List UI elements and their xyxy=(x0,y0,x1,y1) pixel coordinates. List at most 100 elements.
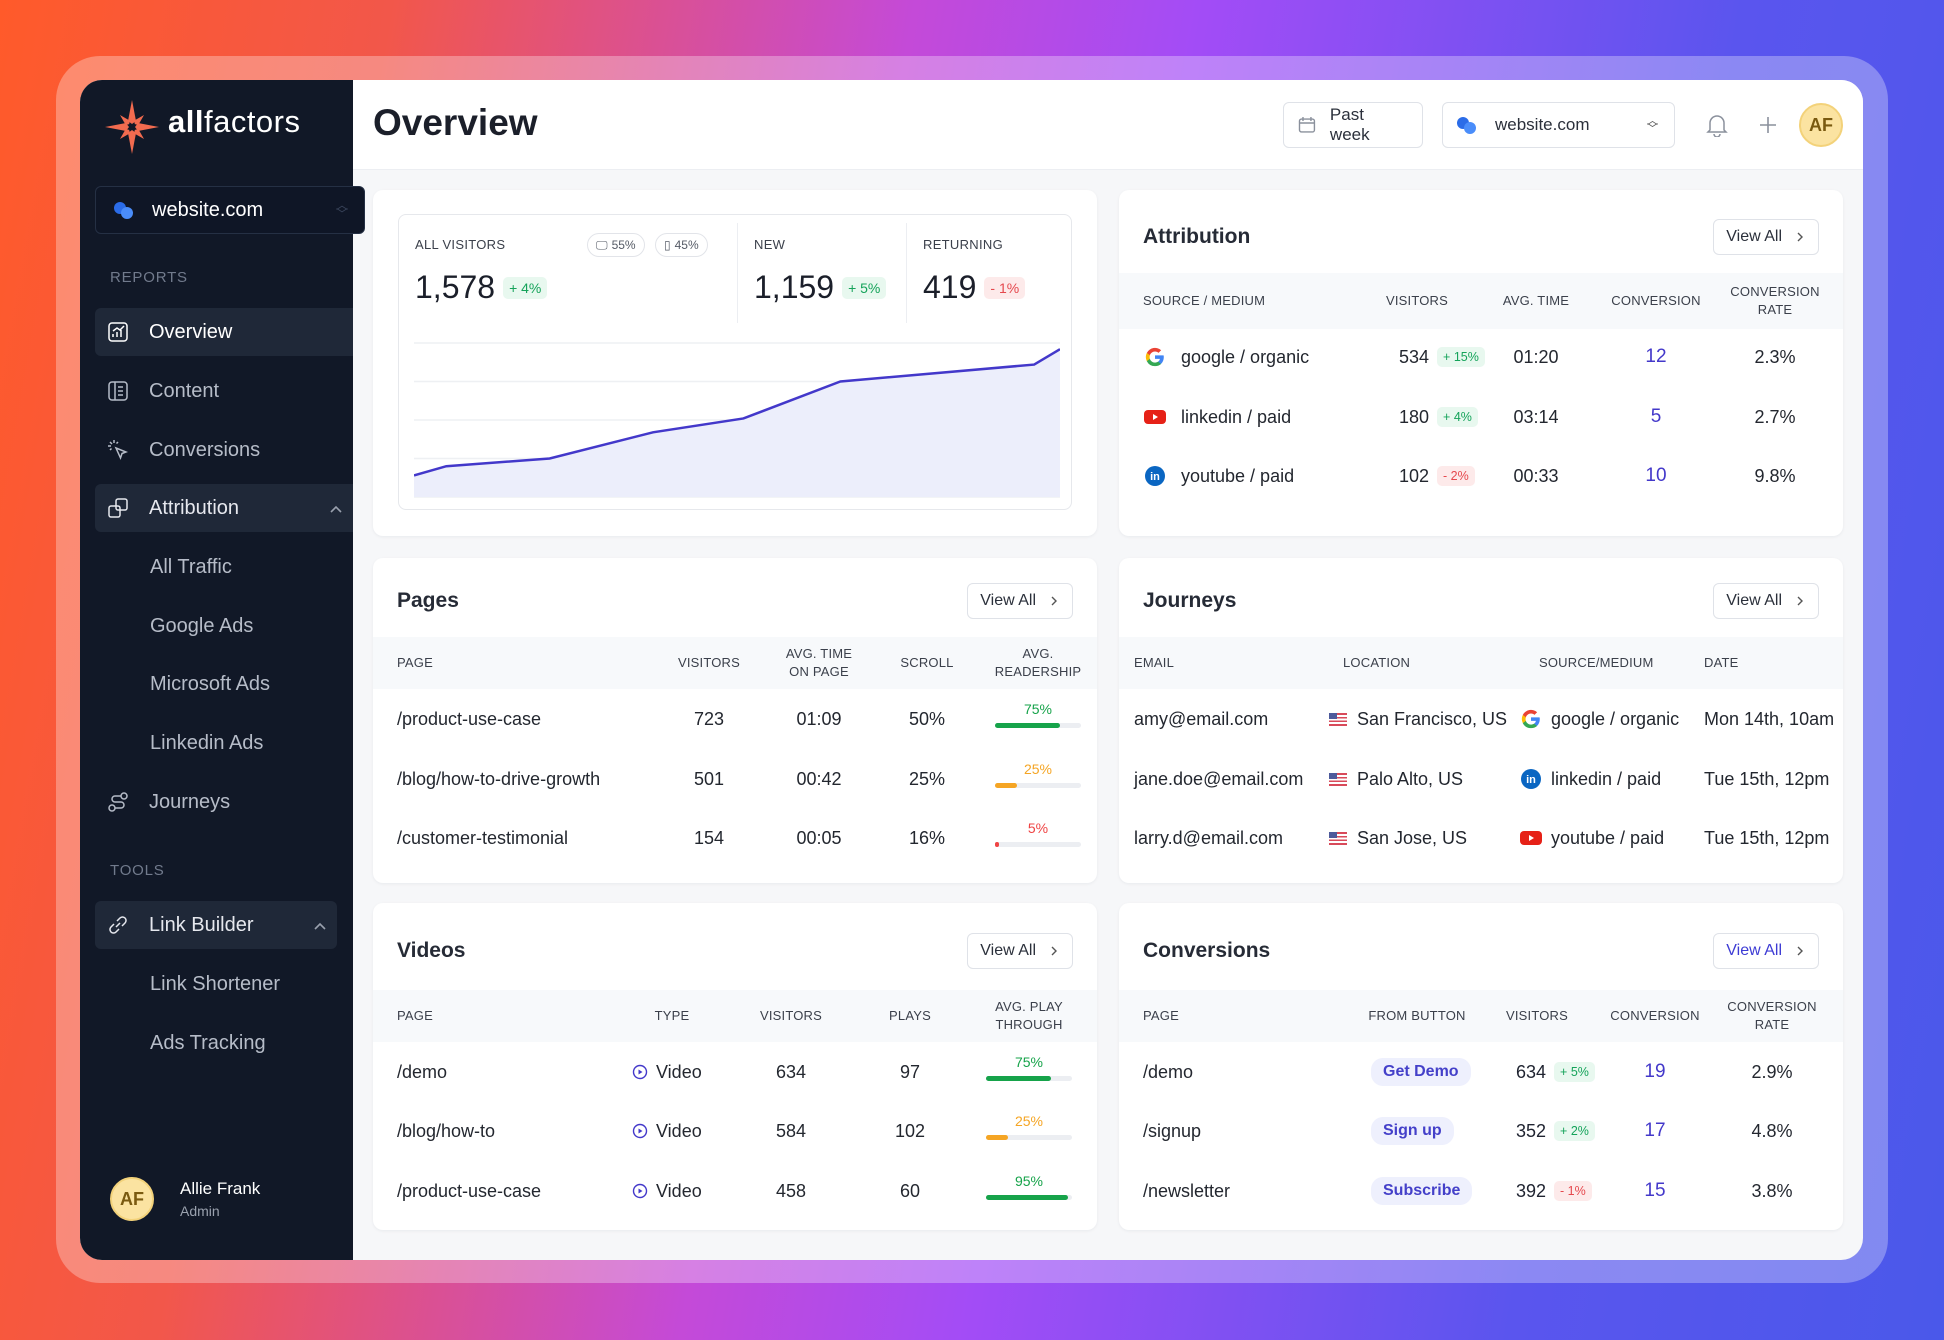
progress-bar xyxy=(986,1076,1072,1081)
table-row[interactable]: linkedin / paid 180 + 4% 03:14 5 2.7% xyxy=(1119,397,1843,437)
chevron-up-icon xyxy=(313,916,327,930)
view-all-button[interactable]: View All xyxy=(1713,933,1819,969)
column-header[interactable]: CONVERSION xyxy=(1610,1008,1700,1023)
column-header[interactable]: DATE xyxy=(1704,655,1739,670)
sidebar-item-google-ads[interactable]: Google Ads xyxy=(95,602,353,650)
visitors-value: 154 xyxy=(693,827,725,848)
page-path: /blog/how-to xyxy=(397,1120,496,1141)
table-row[interactable]: google / organic 534 + 15% 01:20 12 2.3% xyxy=(1119,337,1843,377)
column-header[interactable]: LOCATION xyxy=(1343,655,1411,670)
column-header[interactable]: EMAIL xyxy=(1134,655,1175,670)
change-badge: + 4% xyxy=(503,276,548,299)
all-visitors-stat: 1,578 + 4% xyxy=(415,269,548,306)
progress-bar xyxy=(995,842,1081,847)
header-avatar[interactable]: AF xyxy=(1799,103,1843,147)
link-icon xyxy=(107,914,129,936)
sidebar-item-link-shortener[interactable]: Link Shortener xyxy=(95,960,353,1008)
view-all-button[interactable]: View All xyxy=(1713,219,1819,255)
attribution-icon xyxy=(107,497,129,519)
new-visitors-stat: 1,159 + 5% xyxy=(754,269,887,306)
plus-icon[interactable] xyxy=(1758,115,1778,135)
view-all-label: View All xyxy=(1726,228,1782,245)
column-header[interactable]: PAGE xyxy=(397,655,433,670)
play-icon xyxy=(632,1183,648,1199)
column-header[interactable]: CONVERSION RATE xyxy=(1727,999,1817,1032)
table-header xyxy=(1119,273,1843,329)
conversion-value: 5 xyxy=(1650,406,1662,427)
column-header[interactable]: TYPE xyxy=(654,1008,690,1023)
table-row[interactable]: /blog/how-to Video 584 102 25% xyxy=(373,1111,1097,1151)
column-header[interactable]: VISITORS xyxy=(759,1008,823,1023)
page-path: /customer-testimonial xyxy=(397,827,569,848)
column-header[interactable]: SOURCE/MEDIUM xyxy=(1539,655,1654,670)
view-all-button[interactable]: View All xyxy=(967,583,1073,619)
date-range-button[interactable]: Past week xyxy=(1283,102,1423,148)
column-header[interactable]: VISITORS xyxy=(677,655,741,670)
progress-bar xyxy=(995,783,1081,788)
column-header[interactable]: VISITORS xyxy=(1385,293,1449,308)
sidebar-item-linkedin-ads[interactable]: Linkedin Ads xyxy=(95,719,353,767)
sidebar-item-ads-tracking[interactable]: Ads Tracking xyxy=(95,1019,353,1067)
column-header[interactable]: SOURCE / MEDIUM xyxy=(1143,293,1266,308)
column-header[interactable]: PAGE xyxy=(1143,1008,1179,1023)
card-title: Conversions xyxy=(1143,939,1271,962)
change-badge: + 5% xyxy=(842,276,887,299)
change-badge: + 2% xyxy=(1554,1121,1595,1141)
table-row[interactable]: larry.d@email.com San Jose, US youtube / p… xyxy=(1119,818,1843,858)
table-row[interactable]: /product-use-case Video 458 60 95% xyxy=(373,1171,1097,1211)
column-header[interactable]: FROM BUTTON xyxy=(1368,1008,1466,1023)
column-header[interactable]: PAGE xyxy=(397,1008,433,1023)
sidebar-item-all-traffic[interactable]: All Traffic xyxy=(95,543,353,591)
table-row[interactable]: /product-use-case 723 01:09 50% 75% xyxy=(373,699,1097,739)
conversion-value: 15 xyxy=(1644,1180,1666,1201)
sidebar-item-journeys[interactable]: Journeys xyxy=(95,778,353,826)
column-header[interactable]: AVG. TIME xyxy=(1502,293,1570,308)
sidebar-item-microsoft-ads[interactable]: Microsoft Ads xyxy=(95,660,353,708)
visitors-value: 584 xyxy=(775,1120,807,1141)
site-icon xyxy=(1457,117,1479,134)
view-all-button[interactable]: View All xyxy=(1713,583,1819,619)
video-type: Video xyxy=(656,1180,702,1201)
progress-bar xyxy=(995,723,1081,728)
table-row[interactable]: /customer-testimonial 154 00:05 16% 5% xyxy=(373,818,1097,858)
column-header[interactable]: SCROLL xyxy=(900,655,954,670)
site-select[interactable]: website.com ︿ ﹀ xyxy=(1442,102,1675,148)
sidebar-item-link-builder[interactable]: Link Builder xyxy=(95,901,337,949)
journeys-card: Journeys View All EMAIL LOCATION SOURCE/MEDI… xyxy=(1119,558,1843,883)
svg-text:in: in xyxy=(1150,471,1160,483)
table-row[interactable]: /demo Video 634 97 75% xyxy=(373,1052,1097,1092)
source-medium: google / organic xyxy=(1551,708,1680,729)
sidebar-item-attribution[interactable]: Attribution xyxy=(95,484,353,532)
column-header[interactable]: AVG. TIME ON PAGE xyxy=(785,646,853,679)
table-row[interactable]: jane.doe@email.com Palo Alto, US in linkedi… xyxy=(1119,759,1843,799)
table-row[interactable]: amy@email.com San Francisco, US google / o… xyxy=(1119,699,1843,739)
site-selector[interactable]: website.com ︿ ﹀ xyxy=(95,186,365,234)
bell-icon[interactable] xyxy=(1706,113,1728,137)
table-header xyxy=(1119,637,1843,689)
source-medium: linkedin / paid xyxy=(1181,406,1292,427)
source-medium: google / organic xyxy=(1181,346,1310,367)
sidebar-item-conversions[interactable]: Conversions xyxy=(95,426,353,474)
column-header[interactable]: AVG. READERSHIP xyxy=(994,646,1082,679)
table-row[interactable]: /signup Sign up 352 + 2% 17 4.8% xyxy=(1119,1111,1843,1151)
page-path: /blog/how-to-drive-growth xyxy=(397,768,601,789)
sidebar-item-content[interactable]: Content xyxy=(95,367,353,415)
table-header xyxy=(1119,990,1843,1042)
sidebar-item-label: Journeys xyxy=(149,790,231,813)
column-header[interactable]: VISITORS xyxy=(1505,1008,1569,1023)
sidebar-item-label: Microsoft Ads xyxy=(150,672,271,695)
column-header[interactable]: CONVERSION RATE xyxy=(1730,284,1820,317)
user-profile[interactable]: AF Allie Frank Admin xyxy=(110,1177,260,1221)
table-row[interactable]: in youtube / paid 102 - 2% 00:33 10 9.8% xyxy=(1119,456,1843,496)
table-row[interactable]: /demo Get Demo 634 + 5% 19 2.9% xyxy=(1119,1052,1843,1092)
sidebar-item-overview[interactable]: Overview xyxy=(95,308,353,356)
table-row[interactable]: /newsletter Subscribe 392 - 1% 15 3.8% xyxy=(1119,1171,1843,1211)
table-row[interactable]: /blog/how-to-drive-growth 501 00:42 25% 25% xyxy=(373,759,1097,799)
plays-value: 97 xyxy=(899,1061,921,1082)
column-header[interactable]: PLAYS xyxy=(889,1008,931,1023)
column-header[interactable]: AVG. PLAY THROUGH xyxy=(995,999,1063,1032)
column-header[interactable]: CONVERSION xyxy=(1611,293,1701,308)
view-all-button[interactable]: View All xyxy=(967,933,1073,969)
visitors-value: 501 xyxy=(693,768,725,789)
progress-bar xyxy=(986,1135,1072,1140)
